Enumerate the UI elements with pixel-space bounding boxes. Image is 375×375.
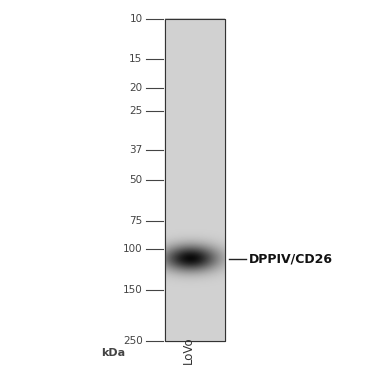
Text: 50: 50 <box>129 175 142 185</box>
Text: 250: 250 <box>123 336 142 346</box>
Text: 150: 150 <box>123 285 142 295</box>
Text: 15: 15 <box>129 54 142 64</box>
Text: 37: 37 <box>129 145 142 155</box>
Text: LoVo: LoVo <box>182 337 195 364</box>
Text: kDa: kDa <box>101 348 125 357</box>
Text: 10: 10 <box>129 14 142 24</box>
Text: DPPIV/CD26: DPPIV/CD26 <box>249 252 333 266</box>
Bar <box>165 19 225 341</box>
Text: 75: 75 <box>129 216 142 226</box>
Bar <box>165 19 225 341</box>
Text: 100: 100 <box>123 244 142 255</box>
Text: 20: 20 <box>129 83 142 93</box>
Text: 25: 25 <box>129 105 142 116</box>
